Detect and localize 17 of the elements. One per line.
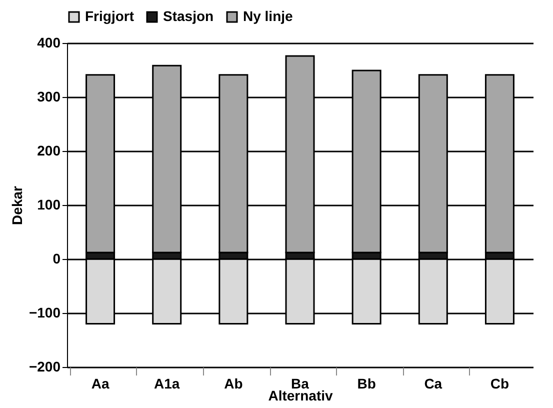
x-tick-label: Cb [490, 376, 510, 392]
legend-label: Frigjort [85, 8, 134, 24]
x-tick-label: Aa [91, 376, 110, 392]
y-axis-title: Dekar [8, 185, 25, 225]
y-tick-label: 100 [37, 196, 61, 212]
y-tick-label: 400 [37, 34, 61, 50]
x-tick-label: Bb [357, 376, 376, 392]
legend-label: Stasjon [163, 8, 214, 24]
x-tick-label: Ab [224, 376, 243, 392]
y-tick-label: −100 [28, 304, 61, 320]
y-tick-label: 0 [52, 250, 61, 266]
legend-label: Ny linje [243, 8, 294, 24]
y-tick-label: 200 [37, 142, 61, 158]
y-tick-label: −200 [28, 358, 61, 374]
x-tick-label: Ca [424, 376, 442, 392]
y-tick-label: 300 [37, 88, 61, 104]
x-tick-label: A1a [154, 376, 180, 392]
